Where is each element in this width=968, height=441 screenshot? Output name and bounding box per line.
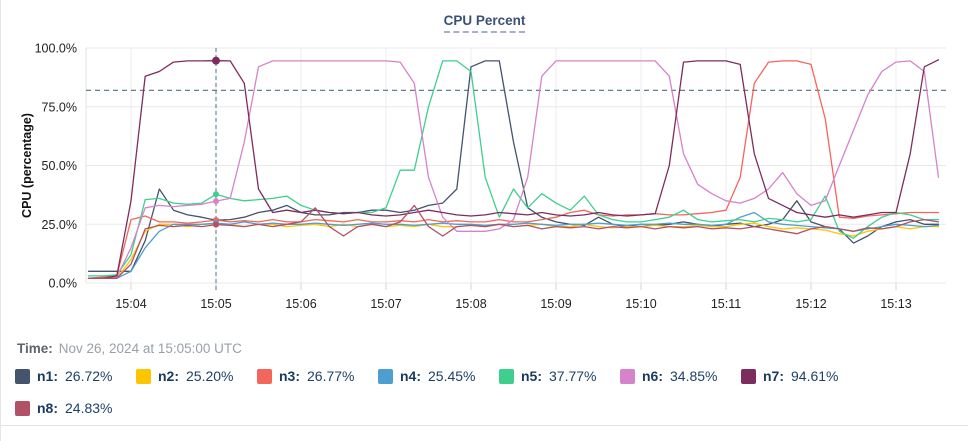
legend-series-value: 37.77% [549,368,597,384]
time-label: Time: [17,341,53,356]
legend-series-name: n3: [279,368,300,384]
legend-row-1: n1: 26.72% n2: 25.20% n3: 26.77% n4: 25.45% n5: 3… [15,368,862,384]
x-tick-label: 15:12 [795,297,826,311]
cursor-time-row: Time: Nov 26, 2024 at 15:05:00 UTC [17,341,242,356]
legend-series-name: n2: [158,368,179,384]
x-tick-label: 15:10 [625,297,656,311]
legend-swatch-icon [620,368,635,384]
series-line-n1[interactable] [87,60,940,272]
legend-swatch-icon [136,368,151,384]
legend-swatch-icon [378,368,393,384]
legend-series-name: n5: [521,368,542,384]
x-tick-label: 15:09 [540,297,571,311]
legend-swatch-icon [741,368,756,384]
legend-item-n2[interactable]: n2: 25.20% [136,368,257,384]
legend-row-2: n8: 24.83% [15,400,136,416]
bottom-divider [1,425,968,426]
legend-series-name: n7: [763,368,784,384]
y-axis-title: CPU (percentage) [20,113,34,218]
legend-swatch-icon [499,368,514,384]
legend-item-n6[interactable]: n6: 34.85% [620,368,741,384]
time-value: Nov 26, 2024 at 15:05:00 UTC [58,341,242,356]
series-line-n8[interactable] [87,204,940,279]
x-tick-label: 15:04 [115,297,146,311]
x-tick-label: 15:05 [200,297,231,311]
cursor-dot-n5 [213,191,219,198]
legend-series-value: 25.20% [186,368,234,384]
cpu-percent-chart[interactable]: 0.0% 25.0% 50.0% 75.0% 100.0% 15:04 15:05 15:06… [1,36,968,338]
legend-item-n3[interactable]: n3: 26.77% [257,368,378,384]
cursor-dot-n6 [213,198,219,205]
legend-swatch-icon [15,368,30,384]
legend-item-n7[interactable]: n7: 94.61% [741,368,862,384]
cursor-dot-n8 [213,221,219,228]
legend-series-name: n6: [642,368,663,384]
legend-series-value: 34.85% [670,368,718,384]
legend-series-value: 25.45% [428,368,476,384]
y-tick-label: 100.0% [35,42,77,56]
series-line-n6[interactable] [87,60,940,279]
legend-swatch-icon [15,400,30,416]
x-tick-label: 15:11 [711,297,741,311]
series-line-n4[interactable] [87,211,940,279]
legend-series-value: 26.77% [307,368,355,384]
legend-series-value: 24.83% [65,400,113,416]
x-tick-label: 15:06 [285,297,316,311]
series-line-n7[interactable] [87,59,940,279]
y-tick-label: 50.0% [42,159,77,173]
x-tick-label: 15:07 [370,297,401,311]
legend-series-name: n1: [37,368,58,384]
legend-series-name: n8: [37,400,58,416]
legend-item-n4[interactable]: n4: 25.45% [378,368,499,384]
y-tick-label: 75.0% [42,100,77,114]
cursor-dot-n7 [212,56,220,65]
series-line-n3[interactable] [87,60,940,279]
x-tick-label: 15:08 [455,297,486,311]
chart-header: CPU Percent [1,12,968,33]
legend-swatch-icon [257,368,272,384]
legend-item-n8[interactable]: n8: 24.83% [15,400,136,416]
legend-series-value: 26.72% [65,368,113,384]
legend-series-value: 94.61% [791,368,839,384]
legend-series-name: n4: [400,368,421,384]
y-tick-label: 25.0% [42,218,77,232]
x-tick-label: 15:13 [880,297,911,311]
legend-item-n5[interactable]: n5: 37.77% [499,368,620,384]
legend-item-n1[interactable]: n1: 26.72% [15,368,136,384]
chart-title[interactable]: CPU Percent [443,13,526,33]
y-tick-label: 0.0% [49,277,78,291]
